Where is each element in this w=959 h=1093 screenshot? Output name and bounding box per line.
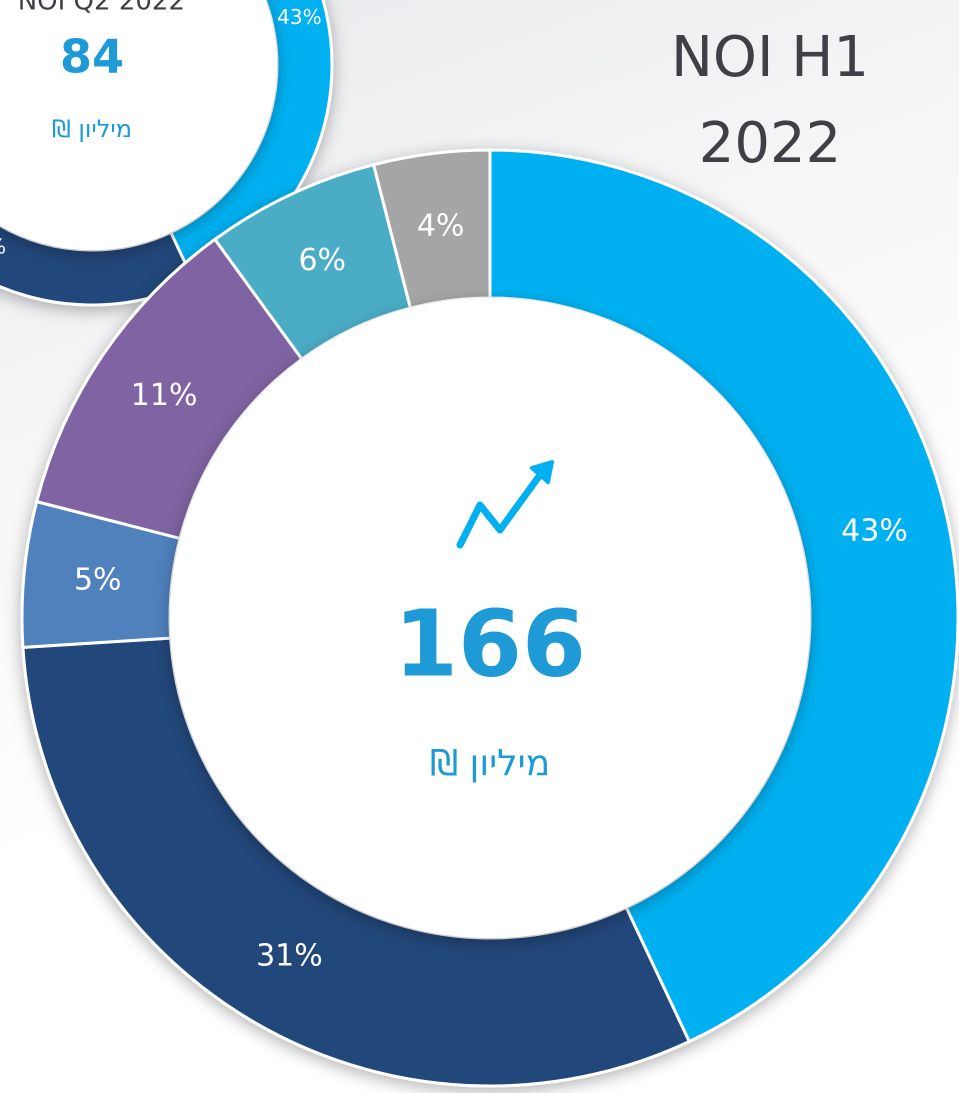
data-label: 43% bbox=[841, 514, 908, 549]
chart-title: NOI H1 2022 bbox=[670, 25, 870, 176]
donut-hole bbox=[0, 0, 277, 250]
data-label: 4% bbox=[417, 209, 465, 244]
trend-icon-arrow bbox=[530, 460, 554, 484]
total-unit: מיליון ₪ bbox=[430, 743, 550, 784]
total-unit: מיליון ₪ bbox=[52, 115, 132, 143]
main-donut: 43% 31% 5% 11% 6% 4% 166 מיליון ₪ bbox=[20, 148, 959, 1088]
data-label: 11% bbox=[131, 378, 198, 413]
data-label: 5% bbox=[74, 562, 122, 597]
data-label: 6% bbox=[298, 243, 346, 278]
chart-title: NOI Q2 2022 bbox=[18, 0, 185, 17]
donut-hole bbox=[170, 298, 810, 938]
trend-icon bbox=[456, 464, 549, 549]
total-value: 84 bbox=[60, 30, 124, 84]
data-label: 31% bbox=[256, 939, 323, 974]
data-label: 31% bbox=[0, 234, 6, 258]
data-label: 43% bbox=[277, 5, 321, 29]
donut-ring bbox=[20, 148, 959, 1088]
total-value: 166 bbox=[394, 590, 586, 697]
